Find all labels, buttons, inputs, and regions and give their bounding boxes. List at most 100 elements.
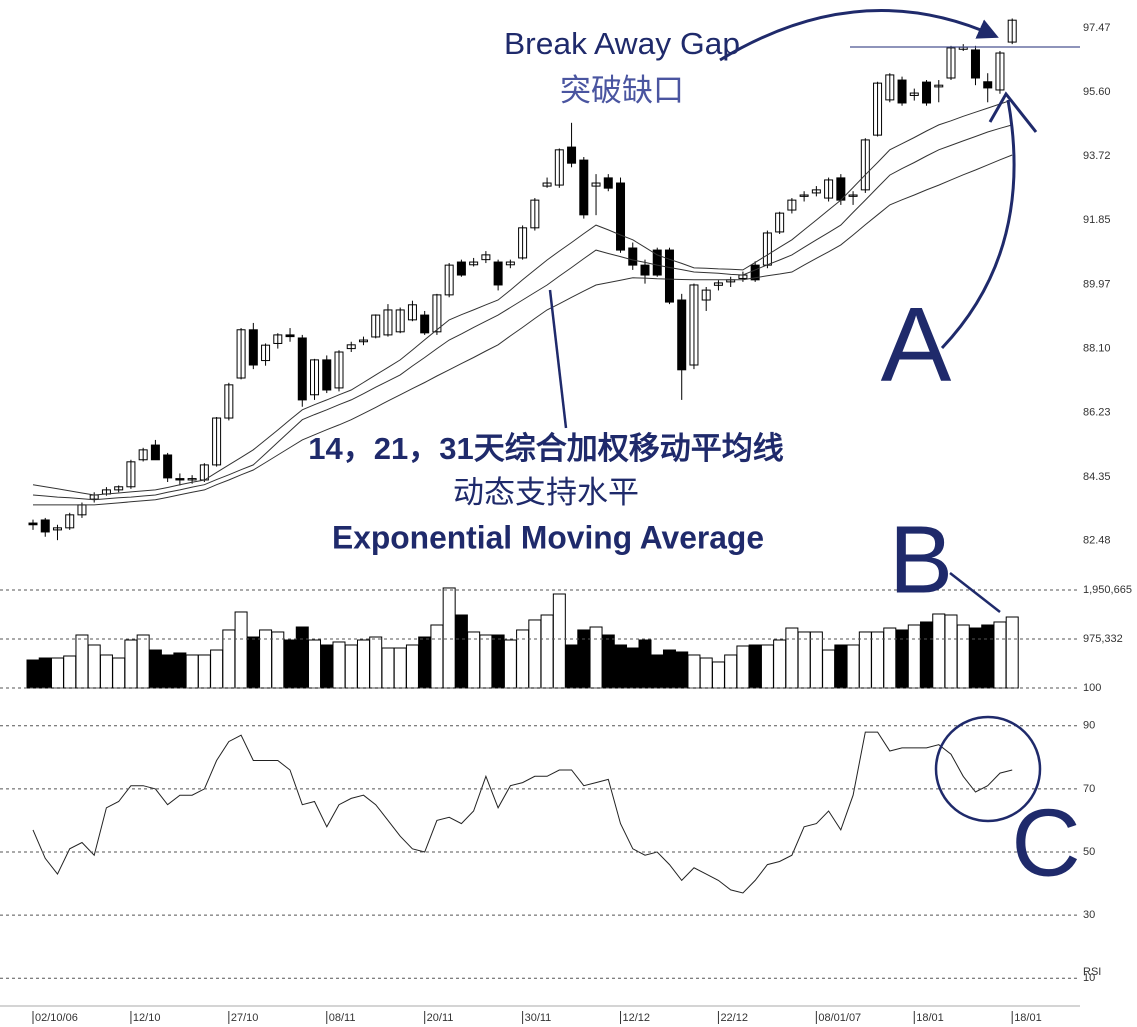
volume-bar <box>858 631 872 689</box>
volume-bar <box>26 659 40 689</box>
ema-line <box>32 99 1013 496</box>
annotation: Break Away Gap <box>504 26 740 61</box>
volume-bar <box>675 651 689 689</box>
annotation: Exponential Moving Average <box>332 519 764 555</box>
volume-bar <box>344 644 358 689</box>
volume-bar <box>932 613 946 689</box>
volume-bar <box>308 639 322 689</box>
arrow <box>940 99 1016 350</box>
annotation: 14，21，31天综合加权移动平均线 <box>308 431 783 466</box>
volume-bar <box>161 654 175 689</box>
volume-bar <box>442 587 456 689</box>
x-tick-label: 27/10 <box>231 1012 259 1024</box>
volume-bar <box>503 639 517 689</box>
volume-bar <box>63 655 77 689</box>
x-tick-label: 20/11 <box>427 1012 454 1024</box>
annotation: 突破缺口 <box>560 73 684 108</box>
x-tick-label: 30/11 <box>525 1012 552 1024</box>
y-tick-label: 70 <box>1083 783 1095 795</box>
arrow-head <box>988 91 1038 133</box>
volume-bar <box>173 652 187 689</box>
volume-bar <box>687 654 701 689</box>
x-tick-label: 08/11 <box>329 1012 356 1024</box>
volume-bar <box>197 654 211 689</box>
volume-bar <box>614 644 628 689</box>
volume-bar <box>38 657 52 689</box>
y-tick-label: 89.97 <box>1083 279 1111 291</box>
annotation: A <box>881 286 952 404</box>
y-tick-label: 91.85 <box>1083 214 1111 226</box>
volume-bar <box>405 644 419 689</box>
y-tick-label: 90 <box>1083 720 1095 732</box>
volume-bar <box>871 631 885 689</box>
volume-bar <box>699 657 713 689</box>
volume-bar <box>552 593 566 689</box>
volume-bar <box>320 644 334 689</box>
volume-bar <box>136 634 150 689</box>
y-tick-label: 88.10 <box>1083 342 1111 354</box>
y-tick-label: 84.35 <box>1083 471 1111 483</box>
volume-bar <box>332 641 346 689</box>
ema-line <box>32 124 1013 501</box>
ema-line <box>33 154 1013 506</box>
y-tick-label: 93.72 <box>1083 150 1111 162</box>
volume-bar <box>809 631 823 689</box>
volume-bar <box>907 624 921 689</box>
annotation: B <box>889 506 953 613</box>
volume-bar <box>748 644 762 689</box>
volume-bar <box>75 634 89 689</box>
volume-bar <box>760 644 774 689</box>
annotation: C <box>1011 789 1080 896</box>
volume-bar <box>528 619 542 689</box>
volume-bar <box>956 624 970 689</box>
volume-bar <box>638 639 652 689</box>
y-tick-label: 86.23 <box>1083 406 1111 418</box>
y-tick-label: 100 <box>1083 682 1101 694</box>
y-tick-label: 97.47 <box>1083 22 1111 34</box>
volume-bar <box>601 634 615 689</box>
volume-bar <box>185 654 199 689</box>
volume-bar <box>112 657 126 689</box>
x-tick-label: 08/01/07 <box>818 1012 861 1024</box>
volume-bar <box>454 614 468 689</box>
volume-bar <box>393 647 407 689</box>
volume-bar <box>479 634 493 689</box>
x-tick-label: 22/12 <box>720 1012 748 1024</box>
y-tick-label: 10 <box>1083 972 1095 984</box>
volume-bar <box>968 627 982 689</box>
volume-bar <box>295 626 309 689</box>
volume-bar <box>381 647 395 689</box>
volume-bar <box>99 654 113 689</box>
volume-bar <box>650 654 664 689</box>
volume-bar <box>846 644 860 689</box>
volume-bar <box>210 649 224 689</box>
y-tick-label: 95.60 <box>1083 86 1111 98</box>
y-axis-label: RSI <box>1083 966 1101 978</box>
x-tick-label: 02/10/06 <box>35 1012 78 1024</box>
annotation: 动态支持水平 <box>453 475 639 510</box>
volume-bar <box>724 654 738 689</box>
y-tick-label: 30 <box>1083 909 1095 921</box>
volume-bar <box>50 657 64 689</box>
volume-bar <box>540 614 554 689</box>
volume-bar <box>589 626 603 689</box>
x-tick-label: 18/01 <box>1014 1012 1042 1024</box>
volume-bar <box>797 631 811 689</box>
volume-bar <box>467 631 481 689</box>
volume-bar <box>822 649 836 689</box>
volume-bar <box>148 649 162 689</box>
volume-bar <box>1005 616 1019 689</box>
volume-bar <box>920 621 934 689</box>
volume-bar <box>246 636 260 689</box>
volume-bar <box>626 647 640 689</box>
volume-bar <box>785 627 799 689</box>
x-tick-label: 12/12 <box>623 1012 651 1024</box>
volume-bar <box>944 614 958 689</box>
y-tick-label: 82.48 <box>1083 535 1111 547</box>
volume-bar <box>834 644 848 689</box>
volume-bar <box>491 634 505 689</box>
arrow <box>719 9 999 62</box>
volume-bar <box>418 636 432 689</box>
